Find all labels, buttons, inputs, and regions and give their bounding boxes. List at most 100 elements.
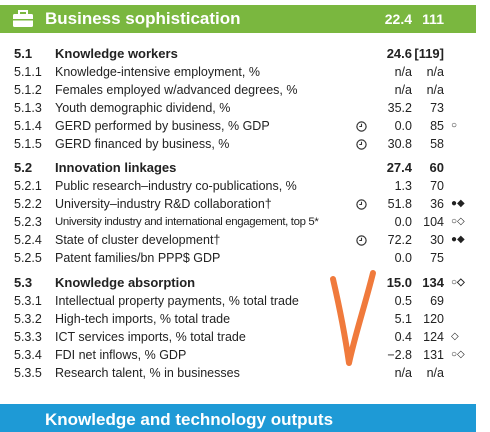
- indicator-label: FDI net inflows, % GDP: [55, 348, 187, 362]
- section-code: 5.3: [14, 275, 33, 290]
- indicator-score: 72.2: [387, 233, 412, 247]
- indicator-row: 5.3.1 Intellectual property payments, % t…: [0, 292, 476, 310]
- indicator-row: 5.2.5 Patent families/bn PPP$ GDP 0.0 75: [0, 249, 476, 267]
- indicator-score: 30.8: [387, 137, 412, 151]
- page: {"header": {"title": "Business sophistic…: [0, 5, 476, 432]
- markers: ◇: [451, 331, 459, 342]
- indicator-rank: 104: [423, 215, 444, 229]
- indicator-row: 5.1.5 GERD financed by business, % 30.8 58: [0, 135, 476, 153]
- section-title: Innovation linkages: [55, 160, 177, 175]
- indicator-code: 5.3.2: [14, 312, 42, 326]
- indicator-label: Knowledge-intensive employment, %: [55, 65, 260, 79]
- indicator-score: 0.0: [394, 251, 412, 265]
- indicator-score: 51.8: [387, 197, 412, 211]
- indicator-label: State of cluster development†: [55, 233, 221, 247]
- indicator-rank: 36: [430, 197, 444, 211]
- next-pillar-bar: Knowledge and technology outputs: [0, 404, 476, 432]
- indicator-rank: 70: [430, 179, 444, 193]
- pillar-bar: Business sophistication 22.4 111: [0, 5, 476, 33]
- indicator-row: 5.1.4 GERD performed by business, % GDP 0.…: [0, 117, 476, 135]
- markers: ○: [451, 120, 458, 131]
- section-code: 5.1: [14, 46, 33, 61]
- indicator-label: Public research–industry co-publications…: [55, 179, 297, 193]
- briefcase-icon: [13, 10, 33, 27]
- indicator-label: High-tech imports, % total trade: [55, 312, 231, 326]
- next-pillar-title: Knowledge and technology outputs: [45, 410, 334, 429]
- clock-icon: [356, 121, 367, 132]
- indicator-score: 0.4: [394, 330, 412, 344]
- indicator-label: GERD performed by business, % GDP: [55, 119, 270, 133]
- indicator-label: Intellectual property payments, % total …: [55, 294, 299, 308]
- indicator-code: 5.3.3: [14, 330, 42, 344]
- markers: ○◇: [451, 349, 465, 360]
- markers: ○◇: [451, 216, 465, 227]
- indicator-row: 5.1.3 Youth demographic dividend, % 35.2 73: [0, 99, 476, 117]
- indicator-label: GERD financed by business, %: [55, 137, 230, 151]
- indicator-rank: 58: [430, 137, 444, 151]
- indicator-code: 5.3.1: [14, 294, 42, 308]
- indicator-row: 5.3.5 Research talent, % in businesses n/a…: [0, 364, 476, 382]
- section-title: Knowledge absorption: [55, 275, 196, 290]
- indicator-score: 0.0: [394, 119, 412, 133]
- section-score: 27.4: [386, 160, 412, 175]
- markers: ○◇: [451, 277, 465, 288]
- section-row: 5.3 Knowledge absorption 15.0 134 ○◇: [0, 274, 476, 292]
- indicator-rank: 73: [430, 101, 444, 115]
- section-code: 5.2: [14, 160, 33, 175]
- indicator-code: 5.2.4: [14, 233, 42, 247]
- indicator-score: 0.0: [394, 215, 412, 229]
- indicator-row: 5.3.4 FDI net inflows, % GDP −2.8 131 ○◇: [0, 346, 476, 364]
- indicator-score: 1.3: [394, 179, 412, 193]
- indicator-code: 5.3.4: [14, 348, 42, 362]
- indicator-code: 5.1.5: [14, 137, 42, 151]
- indicator-rank: n/a: [426, 65, 444, 79]
- indicator-rank: 131: [423, 348, 444, 362]
- clock-icon: [356, 139, 367, 150]
- indicator-row: 5.1.2 Females employed w/advanced degrees…: [0, 81, 476, 99]
- indicator-label: Research talent, % in businesses: [55, 366, 240, 380]
- indicator-label: Youth demographic dividend, %: [55, 101, 231, 115]
- indicator-label: ICT services imports, % total trade: [55, 330, 246, 344]
- clock-icon: [356, 199, 367, 210]
- markers: ●◆: [451, 234, 465, 245]
- indicator-code: 5.1.4: [14, 119, 42, 133]
- indicator-code: 5.1.2: [14, 83, 42, 97]
- indicator-label: Females employed w/advanced degrees, %: [55, 83, 298, 97]
- pillar-title: Business sophistication: [45, 9, 241, 28]
- indicator-code: 5.2.5: [14, 251, 42, 265]
- clock-icon: [356, 235, 367, 246]
- indicator-code: 5.1.1: [14, 65, 42, 79]
- indicator-code: 5.2.3: [14, 215, 42, 229]
- indicator-row: 5.1.1 Knowledge-intensive employment, % n/…: [0, 63, 476, 81]
- indicator-code: 5.3.5: [14, 366, 42, 380]
- indicator-row: 5.3.2 High-tech imports, % total trade 5.1…: [0, 310, 476, 328]
- indicator-rank: n/a: [426, 366, 444, 380]
- indicator-rank: 85: [430, 119, 444, 133]
- indicator-code: 5.2.1: [14, 179, 42, 193]
- pillar-score: 22.4: [384, 11, 412, 27]
- indicator-rank: n/a: [426, 83, 444, 97]
- indicator-label: University–industry R&D collaboration†: [55, 197, 272, 211]
- indicator-score: n/a: [394, 366, 412, 380]
- indicator-score: n/a: [394, 65, 412, 79]
- indicator-row: 5.2.4 State of cluster development† 72.2 30…: [0, 231, 476, 249]
- indicator-row: 5.3.3 ICT services imports, % total trade…: [0, 328, 476, 346]
- indicator-row: 5.2.2 University–industry R&D collaborati…: [0, 195, 476, 213]
- indicator-score: −2.8: [387, 348, 412, 362]
- indicator-label: University industry and international en…: [55, 216, 319, 228]
- indicator-row: 5.2.1 Public research–industry co-publica…: [0, 177, 476, 195]
- indicator-rank: 124: [423, 330, 444, 344]
- indicator-score: 0.5: [394, 294, 412, 308]
- section-title: Knowledge workers: [55, 46, 178, 61]
- indicator-code: 5.2.2: [14, 197, 42, 211]
- section-rank: [119]: [414, 46, 444, 61]
- section-rank: 60: [429, 160, 444, 175]
- indicator-label: Patent families/bn PPP$ GDP: [55, 251, 221, 265]
- indicator-rank: 75: [430, 251, 444, 265]
- indicator-score: 5.1: [394, 312, 412, 326]
- handwritten-v: [330, 270, 376, 366]
- indicator-score: n/a: [394, 83, 412, 97]
- indicator-code: 5.1.3: [14, 101, 42, 115]
- section-rank: 134: [422, 275, 444, 290]
- section-score: 15.0: [386, 275, 412, 290]
